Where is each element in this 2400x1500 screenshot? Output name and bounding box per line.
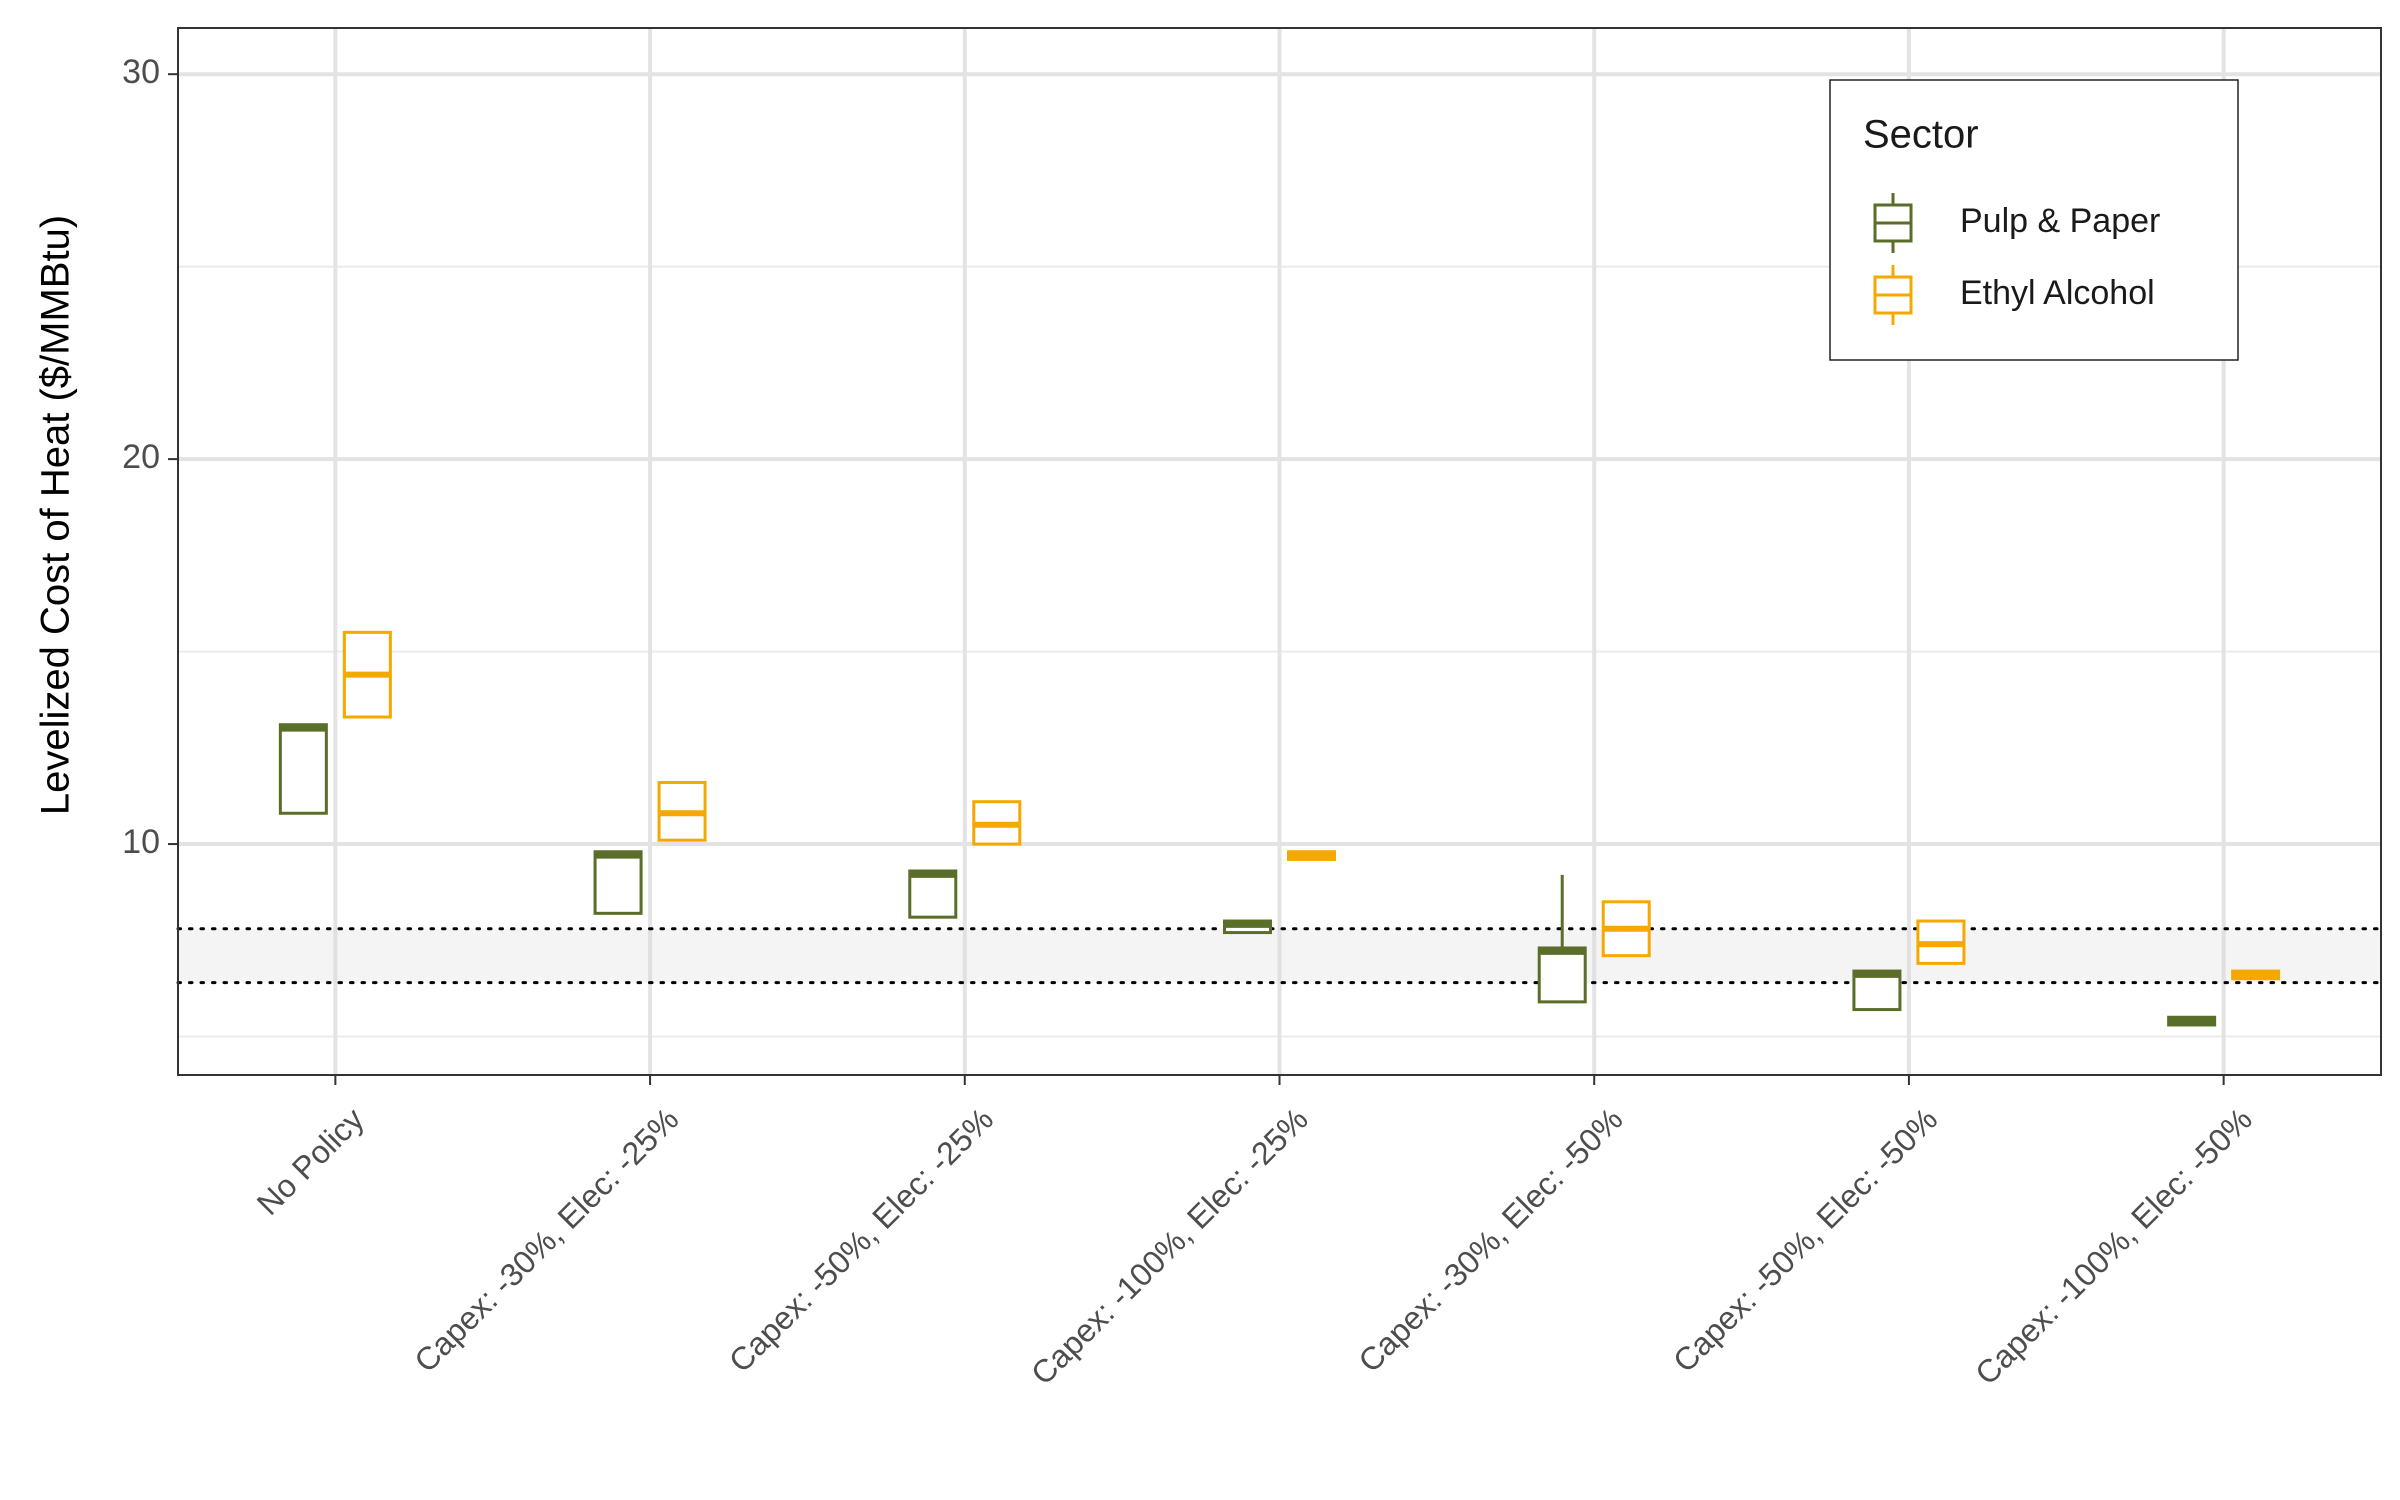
box: [908, 869, 958, 919]
y-tick-label: 20: [122, 438, 160, 476]
legend: Sector Pulp & Paper Ethyl Alcohol: [1829, 79, 2239, 361]
reference-band-fill: [178, 928, 2381, 983]
box: [593, 850, 643, 915]
y-tick-label: 10: [122, 823, 160, 861]
x-tick-label: Capex: -100%, Elec: -25%: [1024, 1101, 1315, 1392]
box: [278, 723, 328, 815]
x-tick-label: Capex: -50%, Elec: -25%: [722, 1101, 1000, 1379]
x-tick-label: Capex: -30%, Elec: -25%: [407, 1101, 685, 1379]
legend-title: Sector: [1863, 113, 1979, 157]
x-tick-label: Capex: -30%, Elec: -50%: [1351, 1101, 1629, 1379]
x-tick-label: No Policy: [250, 1101, 371, 1222]
legend-label: Pulp & Paper: [1960, 202, 2160, 240]
x-tick-label: Capex: -100%, Elec: -50%: [1968, 1101, 2259, 1392]
y-axis-title: Levelized Cost of Heat ($/MMBtu): [34, 215, 78, 815]
y-tick-label: 30: [122, 53, 160, 91]
legend-label: Ethyl Alcohol: [1960, 274, 2155, 312]
x-tick-label: Capex: -50%, Elec: -50%: [1666, 1101, 1944, 1379]
box: [1537, 946, 1587, 1004]
box-layer: [278, 630, 2281, 1027]
